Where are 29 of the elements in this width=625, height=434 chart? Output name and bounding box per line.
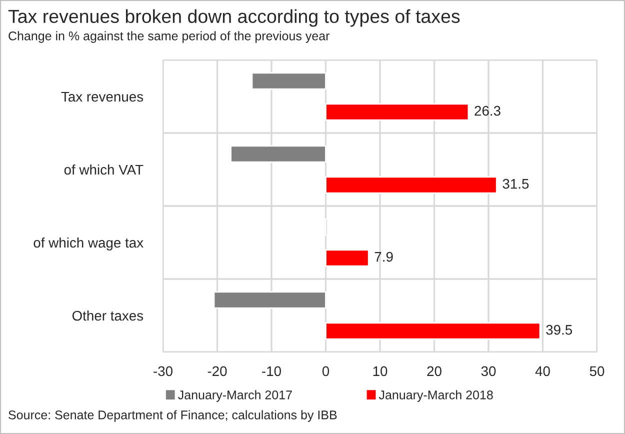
x-tick-label: 20 xyxy=(427,366,442,376)
x-tick-label: 30 xyxy=(481,366,496,376)
x-tick-label: -10 xyxy=(262,366,281,376)
bar xyxy=(213,291,326,309)
data-label: 26.3 xyxy=(474,106,500,116)
y-tick-label: of which VAT xyxy=(64,164,144,175)
chart-title: Tax revenues broken down according to types of taxes xyxy=(8,9,460,27)
x-tick-label: 40 xyxy=(535,366,550,376)
chart-subtitle: Change in % against the same period of the previous year xyxy=(8,31,330,43)
bar xyxy=(325,103,470,121)
x-tick-label: 10 xyxy=(373,366,388,376)
legend-label: January-March 2017 xyxy=(178,390,292,402)
bar xyxy=(325,176,498,194)
x-tick-label: 50 xyxy=(590,366,604,376)
bar xyxy=(325,249,370,267)
y-tick-label: of which wage tax xyxy=(34,237,144,250)
bar xyxy=(251,72,326,90)
data-label: 31.5 xyxy=(502,178,529,189)
data-label: 39.5 xyxy=(546,324,572,335)
data-label: 7.9 xyxy=(374,252,393,262)
y-tick-label: Tax revenues xyxy=(61,92,144,102)
y-tick-label: Other taxes xyxy=(72,310,144,321)
legend-label: January-March 2018 xyxy=(378,390,493,402)
source-note: Source: Senate Department of Finance; calculations by IBB xyxy=(8,410,337,422)
bar xyxy=(325,322,541,340)
x-tick-label: 0 xyxy=(322,366,330,376)
bar xyxy=(230,145,326,163)
x-tick-label: -20 xyxy=(208,366,227,376)
x-tick-label: -30 xyxy=(154,366,172,376)
